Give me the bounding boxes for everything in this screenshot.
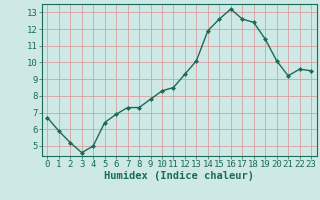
X-axis label: Humidex (Indice chaleur): Humidex (Indice chaleur) (104, 171, 254, 181)
